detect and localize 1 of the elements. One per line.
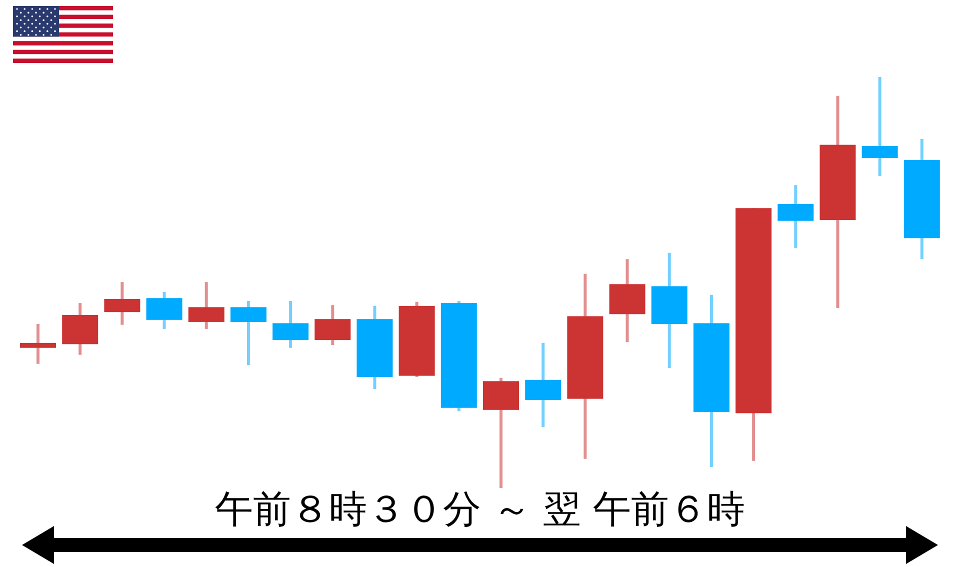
x-axis-title: 午前８時３０分 ～ 翌 午前６時 xyxy=(214,486,746,533)
